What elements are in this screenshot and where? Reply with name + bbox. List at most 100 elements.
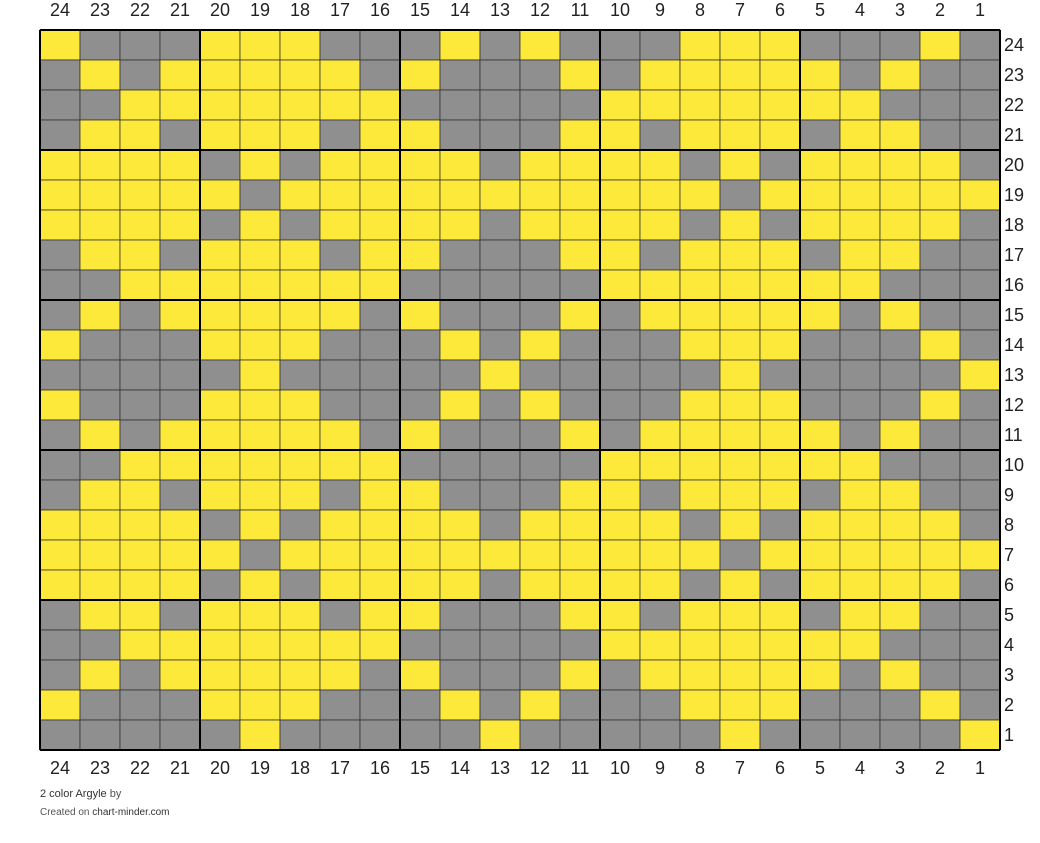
cell (799, 359, 841, 391)
cell (919, 329, 961, 361)
cell (239, 299, 281, 331)
cell (839, 209, 881, 241)
cell (279, 509, 321, 541)
column-label-top: 24 (50, 0, 70, 20)
column-label-top: 21 (170, 0, 190, 20)
cell (519, 209, 561, 241)
footer-site[interactable]: chart-minder.com (92, 807, 170, 818)
cell (959, 539, 1001, 571)
cell (199, 449, 241, 481)
row-label: 5 (1004, 605, 1014, 625)
cell (479, 269, 521, 301)
cell (759, 269, 801, 301)
cell (439, 179, 481, 211)
cell (39, 59, 81, 91)
cell (559, 329, 601, 361)
cell (319, 419, 361, 451)
cell (719, 209, 761, 241)
cell (679, 29, 721, 61)
cell (119, 359, 161, 391)
cell (359, 569, 401, 601)
cell (399, 629, 441, 661)
column-label-bottom: 13 (490, 758, 510, 778)
cell (479, 629, 521, 661)
cell (279, 419, 321, 451)
cell (79, 629, 121, 661)
cell (159, 359, 201, 391)
cell (199, 719, 241, 751)
column-label-top: 13 (490, 0, 510, 20)
cell (759, 659, 801, 691)
cell (399, 659, 441, 691)
cell (279, 179, 321, 211)
cell (199, 479, 241, 511)
cell (239, 419, 281, 451)
column-label-bottom: 14 (450, 758, 470, 778)
cell (319, 359, 361, 391)
cell (679, 659, 721, 691)
cell (599, 149, 641, 181)
cell (159, 29, 201, 61)
cell (519, 59, 561, 91)
cell (79, 659, 121, 691)
column-label-top: 11 (571, 0, 590, 20)
cell (879, 329, 921, 361)
cell (39, 209, 81, 241)
cell (119, 659, 161, 691)
cell (519, 449, 561, 481)
cell (839, 239, 881, 271)
row-label: 8 (1004, 515, 1014, 535)
cell (719, 539, 761, 571)
cell (799, 689, 841, 721)
cell (679, 149, 721, 181)
cell (519, 389, 561, 421)
cell (399, 299, 441, 331)
cell (559, 119, 601, 151)
cell (879, 539, 921, 571)
cell (439, 419, 481, 451)
cell (39, 239, 81, 271)
cell (599, 419, 641, 451)
cell (719, 599, 761, 631)
cell (199, 179, 241, 211)
cell (119, 89, 161, 121)
cell (39, 359, 81, 391)
cell (799, 29, 841, 61)
cell (359, 269, 401, 301)
cell (199, 299, 241, 331)
cell (399, 419, 441, 451)
cell (879, 599, 921, 631)
cell (159, 269, 201, 301)
cell (759, 569, 801, 601)
cell (479, 299, 521, 331)
cell (199, 659, 241, 691)
cell (399, 359, 441, 391)
cell (159, 629, 201, 661)
cell (719, 569, 761, 601)
cell (199, 59, 241, 91)
cell (839, 719, 881, 751)
column-label-bottom: 23 (90, 758, 110, 778)
cell (679, 719, 721, 751)
row-label: 10 (1004, 455, 1024, 475)
cell (439, 359, 481, 391)
cell (279, 209, 321, 241)
cell (39, 389, 81, 421)
cell (239, 479, 281, 511)
cell (279, 59, 321, 91)
cell (839, 629, 881, 661)
cell (759, 539, 801, 571)
cell (599, 59, 641, 91)
cell (839, 509, 881, 541)
cell (599, 29, 641, 61)
cell (959, 479, 1001, 511)
cell (719, 119, 761, 151)
row-label: 7 (1004, 545, 1014, 565)
cell (759, 449, 801, 481)
row-label: 12 (1004, 395, 1024, 415)
cell (919, 629, 961, 661)
cell (559, 569, 601, 601)
cell (559, 449, 601, 481)
cell (359, 479, 401, 511)
cell (839, 599, 881, 631)
